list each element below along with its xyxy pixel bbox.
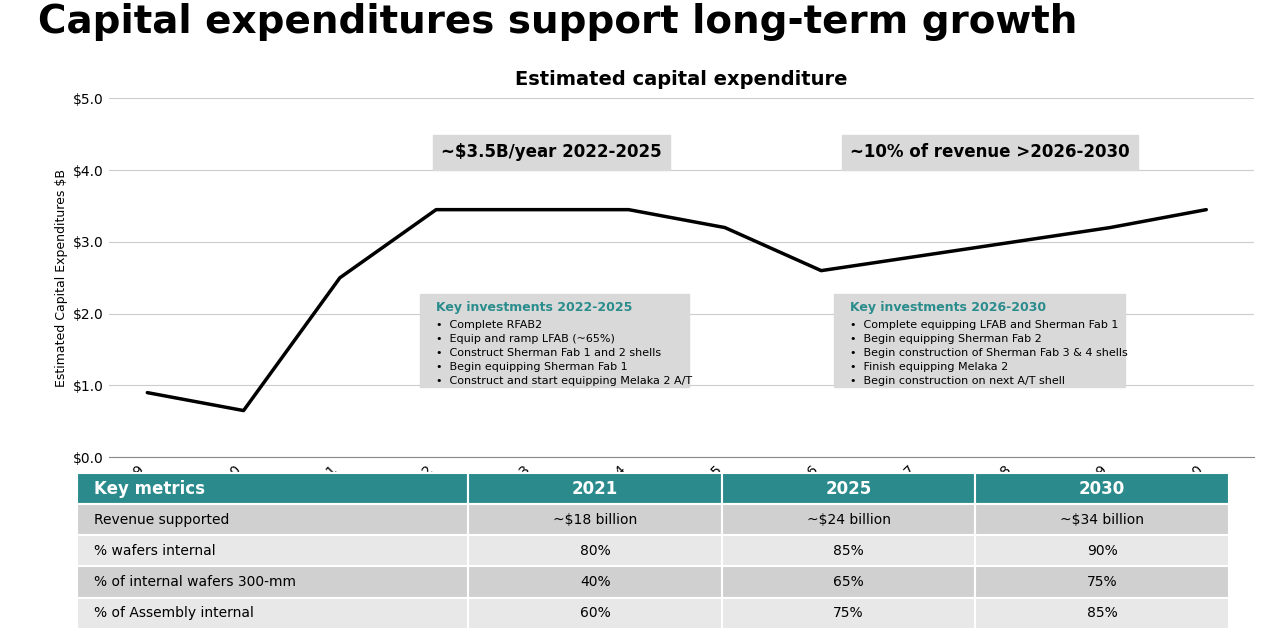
Text: 2025: 2025 bbox=[826, 479, 872, 498]
FancyBboxPatch shape bbox=[468, 598, 722, 629]
FancyBboxPatch shape bbox=[77, 535, 468, 566]
Text: 60%: 60% bbox=[580, 606, 611, 620]
Text: •  Finish equipping Melaka 2: • Finish equipping Melaka 2 bbox=[850, 362, 1009, 372]
Text: •  Begin construction of Sherman Fab 3 & 4 shells: • Begin construction of Sherman Fab 3 & … bbox=[850, 348, 1128, 358]
Text: ~$34 billion: ~$34 billion bbox=[1060, 512, 1144, 527]
Text: •  Construct Sherman Fab 1 and 2 shells: • Construct Sherman Fab 1 and 2 shells bbox=[436, 348, 662, 358]
Text: % of Assembly internal: % of Assembly internal bbox=[95, 606, 253, 620]
FancyBboxPatch shape bbox=[975, 504, 1229, 535]
FancyBboxPatch shape bbox=[722, 566, 975, 598]
FancyBboxPatch shape bbox=[468, 566, 722, 598]
Text: •  Begin construction on next A/T shell: • Begin construction on next A/T shell bbox=[850, 376, 1065, 386]
FancyBboxPatch shape bbox=[77, 504, 468, 535]
FancyBboxPatch shape bbox=[975, 566, 1229, 598]
FancyBboxPatch shape bbox=[722, 504, 975, 535]
FancyBboxPatch shape bbox=[77, 473, 468, 504]
Text: 2021: 2021 bbox=[572, 479, 618, 498]
Text: Key investments 2026-2030: Key investments 2026-2030 bbox=[850, 301, 1046, 314]
Text: Key investments 2022-2025: Key investments 2022-2025 bbox=[436, 301, 632, 314]
Text: % of internal wafers 300-mm: % of internal wafers 300-mm bbox=[95, 575, 296, 589]
FancyBboxPatch shape bbox=[975, 535, 1229, 566]
Text: •  Complete equipping LFAB and Sherman Fab 1: • Complete equipping LFAB and Sherman Fa… bbox=[850, 320, 1119, 330]
Text: Key investments 2026-2030
•  Complete equipping LFAB and Sherman Fab 1
•  Begin : Key investments 2026-2030 • Complete equ… bbox=[841, 301, 1119, 381]
Text: Key metrics: Key metrics bbox=[95, 479, 205, 498]
Text: % wafers internal: % wafers internal bbox=[95, 544, 216, 558]
FancyBboxPatch shape bbox=[975, 598, 1229, 629]
FancyBboxPatch shape bbox=[722, 473, 975, 504]
FancyBboxPatch shape bbox=[468, 535, 722, 566]
Text: Capital expenditures support long-term growth: Capital expenditures support long-term g… bbox=[38, 3, 1078, 41]
Text: ~$24 billion: ~$24 billion bbox=[806, 512, 891, 527]
Text: 85%: 85% bbox=[1087, 606, 1117, 620]
FancyBboxPatch shape bbox=[468, 473, 722, 504]
FancyBboxPatch shape bbox=[722, 535, 975, 566]
Text: 65%: 65% bbox=[833, 575, 864, 589]
FancyBboxPatch shape bbox=[468, 504, 722, 535]
Title: Estimated capital expenditure: Estimated capital expenditure bbox=[516, 70, 847, 88]
Text: Revenue supported: Revenue supported bbox=[95, 512, 229, 527]
FancyBboxPatch shape bbox=[975, 473, 1229, 504]
Text: •  Construct and start equipping Melaka 2 A/T: • Construct and start equipping Melaka 2… bbox=[436, 376, 692, 386]
Text: 90%: 90% bbox=[1087, 544, 1117, 558]
Text: Key investments 2022-2025
•  Complete RFAB2
•  Equip and ramp LFAB (~65%)
•  Con: Key investments 2022-2025 • Complete RFA… bbox=[426, 301, 682, 381]
Y-axis label: Estimated Capital Expenditures $B: Estimated Capital Expenditures $B bbox=[55, 169, 68, 387]
Text: •  Complete RFAB2: • Complete RFAB2 bbox=[436, 320, 543, 330]
FancyBboxPatch shape bbox=[77, 598, 468, 629]
Text: ~10% of revenue >2026-2030: ~10% of revenue >2026-2030 bbox=[850, 144, 1130, 161]
Text: 80%: 80% bbox=[580, 544, 611, 558]
Text: 75%: 75% bbox=[833, 606, 864, 620]
FancyBboxPatch shape bbox=[77, 566, 468, 598]
Text: ~$3.5B/year 2022-2025: ~$3.5B/year 2022-2025 bbox=[440, 144, 662, 161]
Text: •  Begin equipping Sherman Fab 2: • Begin equipping Sherman Fab 2 bbox=[850, 334, 1042, 344]
Text: ~$18 billion: ~$18 billion bbox=[553, 512, 637, 527]
Text: 2030: 2030 bbox=[1079, 479, 1125, 498]
Text: •  Equip and ramp LFAB (~65%): • Equip and ramp LFAB (~65%) bbox=[436, 334, 614, 344]
FancyBboxPatch shape bbox=[722, 598, 975, 629]
Text: •  Begin equipping Sherman Fab 1: • Begin equipping Sherman Fab 1 bbox=[436, 362, 627, 372]
Text: 40%: 40% bbox=[580, 575, 611, 589]
Text: 85%: 85% bbox=[833, 544, 864, 558]
Text: 75%: 75% bbox=[1087, 575, 1117, 589]
